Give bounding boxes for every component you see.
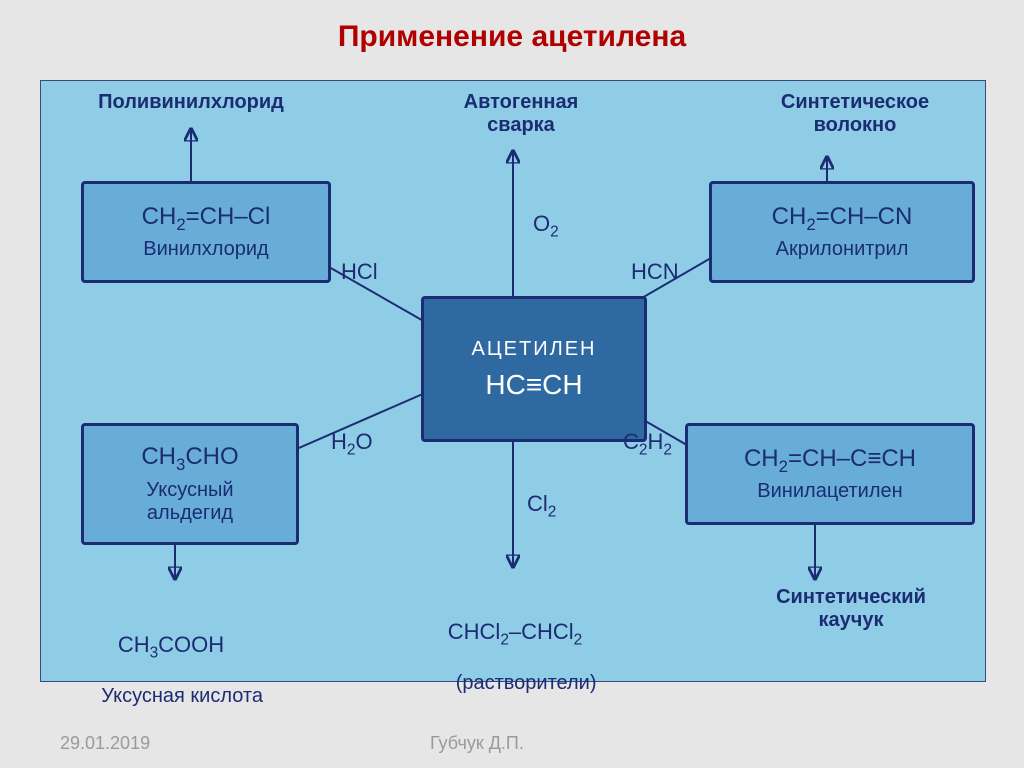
- footer-author: Губчук Д.П.: [430, 733, 524, 754]
- outer-pvc: Поливинилхлорид: [71, 91, 311, 114]
- outer-aceticacid: CH3COOH Уксусная кислота: [65, 586, 277, 731]
- diagram-panel: АЦЕТИЛЕН HC≡CH CH2=CH–Cl Винилхлорид CH2…: [40, 80, 986, 682]
- node-label: Акрилонитрил: [776, 238, 909, 261]
- node-vinylacetylene: CH2=CH–C≡CH Винилацетилен: [685, 423, 975, 525]
- node-vinylchloride: CH2=CH–Cl Винилхлорид: [81, 181, 331, 283]
- edge-label-cl2: Cl2: [527, 491, 556, 521]
- node-label: Винилацетилен: [757, 480, 902, 503]
- edge-label-h2o: H2O: [331, 429, 373, 459]
- edge-label-c2h2: C2H2: [623, 429, 672, 459]
- node-label: Винилхлорид: [143, 238, 268, 261]
- node-formula: CH2=CH–Cl: [142, 203, 271, 235]
- outer-solvents: CHCl2–CHCl2 (растворители): [385, 573, 645, 718]
- outer-formula: CH3COOH: [65, 632, 277, 662]
- outer-synfiber: Синтетическое волокно: [745, 91, 965, 137]
- center-name: АЦЕТИЛЕН: [472, 338, 597, 361]
- center-formula: HC≡CH: [485, 369, 582, 401]
- edge-label-o2: O2: [533, 211, 559, 241]
- footer-date: 29.01.2019: [60, 733, 150, 754]
- outer-synrubber: Синтетический каучук: [751, 586, 951, 632]
- outer-welding: Автогенная сварка: [421, 91, 621, 137]
- node-label: Уксусный альдегид: [146, 479, 233, 525]
- node-acetaldehyde: CH3CHO Уксусный альдегид: [81, 423, 299, 545]
- node-acrylonitrile: CH2=CH–CN Акрилонитрил: [709, 181, 975, 283]
- outer-text: Уксусная кислота: [101, 685, 263, 707]
- edge-label-hcl: HCl: [341, 259, 378, 285]
- slide-title: Применение ацетилена: [0, 20, 1024, 54]
- outer-formula: CHCl2–CHCl2: [385, 619, 645, 649]
- center-node: АЦЕТИЛЕН HC≡CH: [421, 296, 647, 442]
- outer-text: (растворители): [456, 672, 597, 694]
- edge-label-hcn: HCN: [631, 259, 679, 285]
- node-formula: CH3CHO: [141, 443, 238, 475]
- node-formula: CH2=CH–C≡CH: [744, 445, 916, 477]
- node-formula: CH2=CH–CN: [772, 203, 913, 235]
